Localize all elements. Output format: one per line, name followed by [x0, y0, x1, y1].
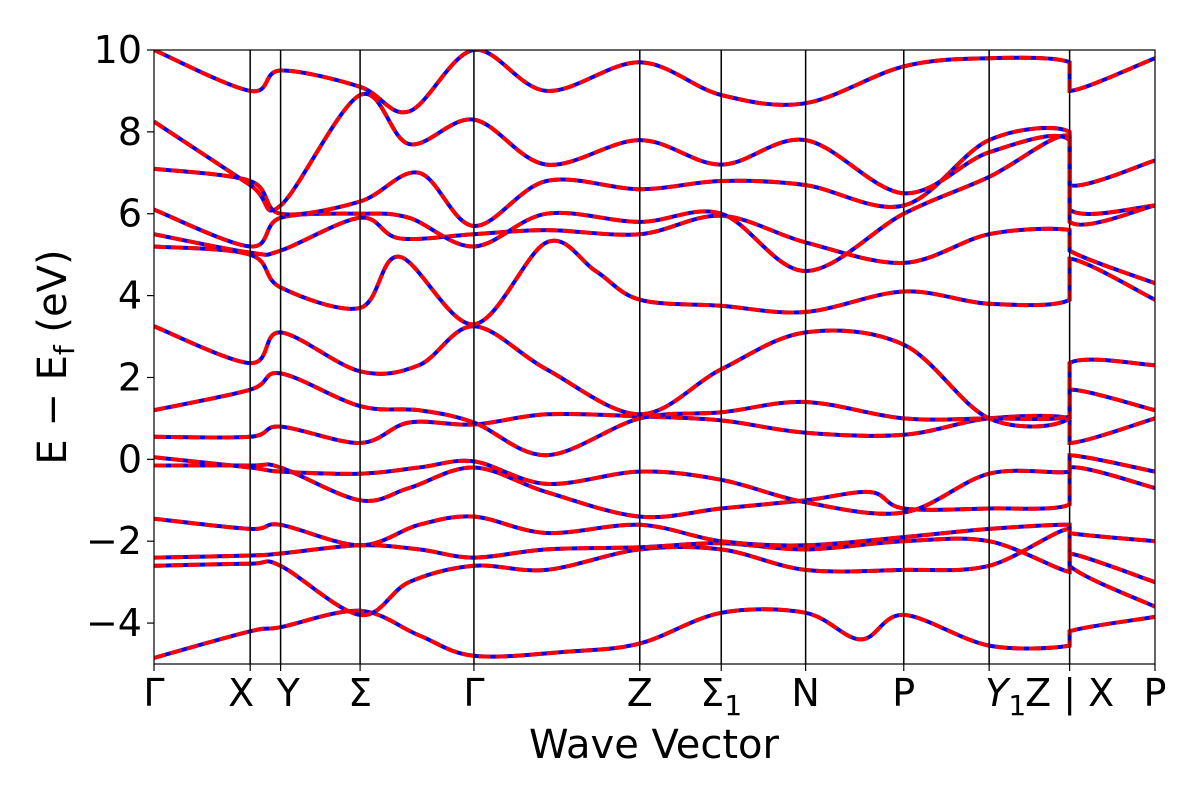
x-tick-label: Σ1 [700, 671, 742, 722]
x-axis-title: Wave Vector [529, 722, 780, 768]
band-lines [154, 50, 1155, 660]
x-tick-label: N [791, 671, 819, 715]
band-line-solid [154, 526, 1155, 617]
band-line-solid [154, 91, 1155, 227]
y-axis: −4 −2 0 2 4 6 8 10 [86, 28, 154, 645]
y-tick-label: 0 [118, 437, 142, 481]
x-tick-label: P [892, 671, 915, 715]
band-line-solid [154, 213, 1155, 286]
y-tick-label: −4 [86, 601, 142, 645]
band-line-solid [154, 238, 1155, 327]
y-axis-title-unit: (eV) [30, 249, 76, 345]
y-axis-title-main: E − E [30, 355, 76, 465]
band-line-dashed [154, 91, 1155, 227]
kpoint-lines [249, 50, 1071, 664]
band-line-dashed [154, 453, 1155, 516]
band-line-dashed [154, 213, 1155, 286]
y-tick-label: −2 [86, 519, 142, 563]
plot-frame [153, 49, 1156, 665]
y-tick-label: 10 [94, 28, 142, 72]
x-tick-label: Γ [463, 671, 484, 715]
x-tick-label: Γ [143, 671, 164, 715]
x-axis: Γ X Y Σ Γ Z Σ1 N P Y1Z | X P [143, 664, 1166, 722]
x-tick-label: Y [276, 671, 301, 715]
band-line-dashed [154, 462, 1155, 520]
band-line-solid [154, 133, 1155, 274]
band-line-dashed [154, 526, 1155, 617]
y-tick-label: 4 [118, 274, 142, 318]
band-line-dashed [154, 238, 1155, 327]
band-line-solid [154, 514, 1155, 548]
x-tick-label: Y1 [985, 671, 1026, 722]
x-tick-label: Σ [348, 671, 372, 715]
band-line-solid [154, 607, 1155, 660]
band-line-dashed [154, 50, 1155, 115]
y-tick-label: 2 [118, 355, 142, 399]
band-line-solid [154, 453, 1155, 516]
x-tick-label: Z | X [1025, 671, 1114, 716]
y-axis-title: E − Ef (eV) [30, 249, 81, 464]
band-line-dashed [154, 514, 1155, 548]
y-tick-label: 8 [118, 110, 142, 154]
x-tick-label: X [228, 671, 254, 715]
y-axis-title-sub: f [48, 344, 81, 355]
y-tick-label: 6 [118, 192, 142, 236]
x-tick-label: P [1144, 671, 1167, 715]
band-line-dashed [154, 133, 1155, 274]
band-line-dashed [154, 607, 1155, 660]
band-line-dashed [154, 411, 1155, 446]
band-line-dashed [154, 371, 1155, 458]
band-line-dashed [154, 324, 1155, 429]
x-tick-label: Z [627, 671, 653, 715]
band-line-dashed [154, 126, 1155, 229]
